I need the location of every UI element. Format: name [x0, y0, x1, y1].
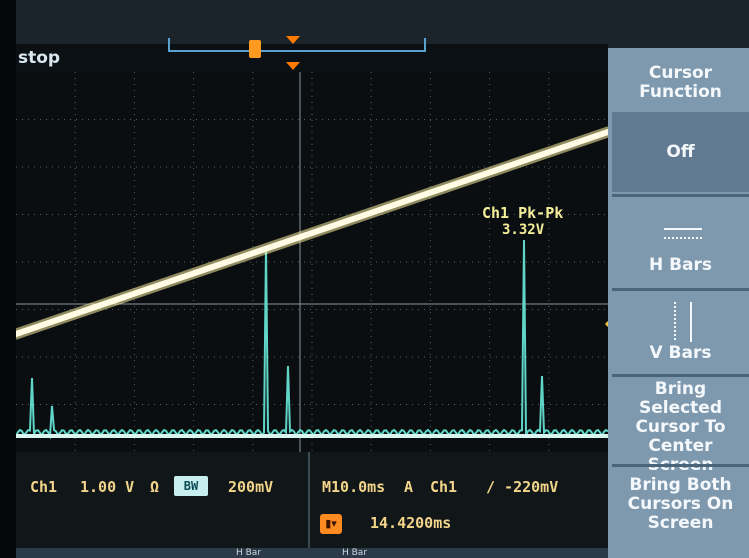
record-view-marker	[249, 40, 261, 58]
acquisition-status: stop	[18, 48, 60, 68]
trigger-marker-top	[286, 36, 300, 44]
menu-both-cursors-button[interactable]: Bring Both Cursors On Screen	[612, 476, 749, 540]
bezel-edge	[0, 0, 16, 558]
trigger-level-readout: ∕ -220mV	[486, 478, 558, 496]
menu-h-bars-button[interactable]: H Bars	[612, 200, 749, 286]
trigger-mode: A	[404, 478, 413, 496]
menu-separator	[612, 194, 749, 197]
v-bars-icon	[667, 302, 699, 342]
waveform-graticule: Ch1 Pk-Pk 3.32V	[16, 72, 608, 452]
menu-separator	[612, 464, 749, 467]
menu-title: Cursor Function	[612, 64, 749, 108]
menu-off-button[interactable]: Off	[612, 112, 749, 192]
bandwidth-limit-icon: BW	[174, 476, 208, 496]
menu-separator	[612, 288, 749, 291]
center-axes	[16, 72, 608, 452]
menu-v-bars-button[interactable]: V Bars	[612, 294, 749, 372]
h-bars-label: H Bars	[612, 256, 749, 275]
cursor-delta-value: 14.4200ms	[370, 514, 451, 532]
trigger-source: Ch1	[430, 478, 457, 496]
cursor-readout-row: ▮▾ 14.4200ms	[16, 512, 608, 538]
grid-lines	[16, 72, 608, 452]
bottom-tab-1[interactable]: H Bar	[236, 548, 261, 558]
side-menu: Cursor Function Off H Bars V Bars Bring …	[608, 48, 749, 558]
h-bars-icon	[664, 226, 702, 242]
v-bars-label: V Bars	[612, 344, 749, 363]
channel-readout-row: Ch1 1.00 V Ω BW 200mV M10.0ms A Ch1 ∕ -2…	[16, 474, 608, 502]
channel-scale: 1.00 V	[80, 478, 134, 496]
coupling-icon: Ω	[150, 478, 159, 496]
menu-center-cursor-button[interactable]: Bring Selected Cursor To Center Screen	[612, 380, 749, 460]
bottom-tab-2[interactable]: H Bar	[342, 548, 367, 558]
timebase-value: M10.0ms	[322, 478, 385, 496]
channel-label: Ch1	[30, 478, 57, 496]
measurement-label: Ch1 Pk-Pk	[482, 204, 563, 222]
readout-bar: Ch1 1.00 V Ω BW 200mV M10.0ms A Ch1 ∕ -2…	[16, 452, 608, 548]
cursor-delta-icon: ▮▾	[320, 514, 342, 534]
channel-offset: 200mV	[228, 478, 273, 496]
graticule-svg	[16, 72, 608, 452]
trigger-marker-bottom	[286, 62, 300, 70]
ch2-trace	[16, 240, 608, 436]
menu-separator	[612, 374, 749, 377]
measurement-value: 3.32V	[502, 222, 544, 238]
